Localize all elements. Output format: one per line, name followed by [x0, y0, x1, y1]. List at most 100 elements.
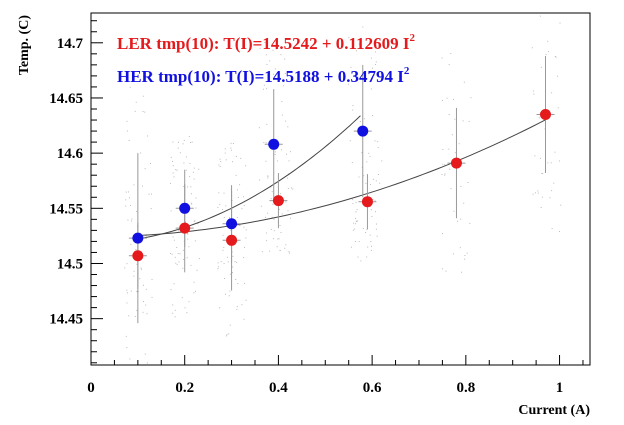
sample-dot: [193, 178, 195, 180]
sample-dot: [130, 290, 132, 292]
sample-dot: [353, 222, 355, 224]
sample-dot: [559, 22, 561, 24]
sample-dot: [172, 160, 174, 162]
sample-dot: [270, 228, 272, 230]
sample-dot: [366, 256, 368, 258]
sample-dot: [193, 167, 195, 169]
y-axis-title: Temp. (C): [17, 15, 32, 75]
sample-dot: [223, 246, 225, 248]
sample-dot: [349, 140, 351, 142]
sample-dot: [560, 204, 562, 206]
sample-dot: [370, 209, 372, 211]
sample-dot: [231, 161, 233, 163]
sample-dot: [173, 239, 175, 241]
sample-dot: [267, 177, 269, 179]
sample-dot: [362, 26, 364, 28]
sample-dot: [125, 191, 127, 193]
sample-dot: [186, 257, 188, 259]
sample-dot: [136, 291, 138, 293]
sample-dot: [281, 101, 283, 103]
sample-dot: [136, 210, 138, 212]
plot-frame: [90, 12, 591, 366]
sample-dot: [223, 192, 225, 194]
sample-dot: [547, 51, 549, 53]
sample-dot: [245, 299, 247, 301]
x-tick-label: 1: [556, 380, 564, 396]
sample-dot: [223, 217, 225, 219]
sample-dot: [229, 273, 231, 275]
sample-dot: [183, 162, 185, 164]
sample-dot: [537, 192, 539, 194]
sample-dot: [285, 244, 287, 246]
sample-dot: [284, 58, 286, 60]
sample-dot: [142, 110, 144, 112]
sample-dot: [554, 151, 556, 153]
sample-dot: [374, 140, 376, 142]
sample-dot: [185, 156, 187, 158]
sample-dot: [288, 251, 290, 253]
x-axis-title: Current (A): [518, 403, 590, 418]
sample-dot: [442, 148, 444, 150]
sample-dot: [244, 282, 246, 284]
sample-dot: [219, 158, 221, 160]
sample-dot: [363, 118, 365, 120]
y-tick-label: 14.55: [49, 201, 83, 217]
sample-dot: [358, 43, 360, 45]
sample-dot: [222, 209, 224, 211]
sample-dot: [245, 229, 247, 231]
sample-dot: [190, 141, 192, 143]
sample-dot: [188, 136, 190, 138]
sample-dot: [288, 160, 290, 162]
sample-dot: [266, 88, 268, 90]
sample-dot: [172, 141, 174, 143]
sample-dot: [151, 278, 153, 280]
sample-dot: [265, 142, 267, 144]
sample-dot: [354, 240, 356, 242]
y-tick-label: 14.65: [49, 91, 83, 107]
sample-dot: [144, 353, 146, 355]
sample-dot: [287, 210, 289, 212]
sample-dot: [545, 54, 547, 56]
sample-dot: [532, 193, 534, 195]
sample-dot: [370, 183, 372, 185]
sample-dot: [287, 177, 289, 179]
data-point-ler: [361, 196, 373, 208]
sample-dot: [273, 218, 275, 220]
sample-dot: [175, 168, 177, 170]
sample-dot: [239, 184, 241, 186]
sample-dot: [229, 324, 231, 326]
sample-dot: [134, 110, 136, 112]
sample-dot: [219, 166, 221, 168]
sample-dot: [174, 256, 176, 258]
sample-dot: [135, 101, 137, 103]
sample-dot: [194, 240, 196, 242]
sample-dot: [225, 159, 227, 161]
sample-dot: [273, 230, 275, 232]
y-tick-label: 14.6: [57, 146, 84, 162]
sample-dot: [356, 220, 358, 222]
sample-dot: [181, 297, 183, 299]
sample-dot: [441, 99, 443, 101]
sample-dot: [282, 85, 284, 87]
sample-dot: [370, 88, 372, 90]
sample-dot: [189, 162, 191, 164]
sample-dot: [190, 186, 192, 188]
sample-dot: [459, 247, 461, 249]
data-point-ler: [179, 222, 191, 234]
sample-dot: [244, 246, 246, 248]
sample-dot: [372, 67, 374, 69]
sample-dot: [235, 278, 237, 280]
sample-dot: [243, 196, 245, 198]
sample-dot: [134, 315, 136, 317]
sample-dot: [274, 151, 276, 153]
sample-dot: [236, 306, 238, 308]
sample-dot: [124, 267, 126, 269]
sample-dot: [182, 267, 184, 269]
sample-dot: [130, 204, 132, 206]
sample-dot: [274, 68, 276, 70]
sample-dot: [133, 184, 135, 186]
fit-label-her: HER tmp(10): T(I)=14.5188 + 0.34794 I2: [117, 65, 410, 86]
sample-dot: [460, 218, 462, 220]
sample-dot: [187, 186, 189, 188]
sample-dot: [452, 253, 454, 255]
